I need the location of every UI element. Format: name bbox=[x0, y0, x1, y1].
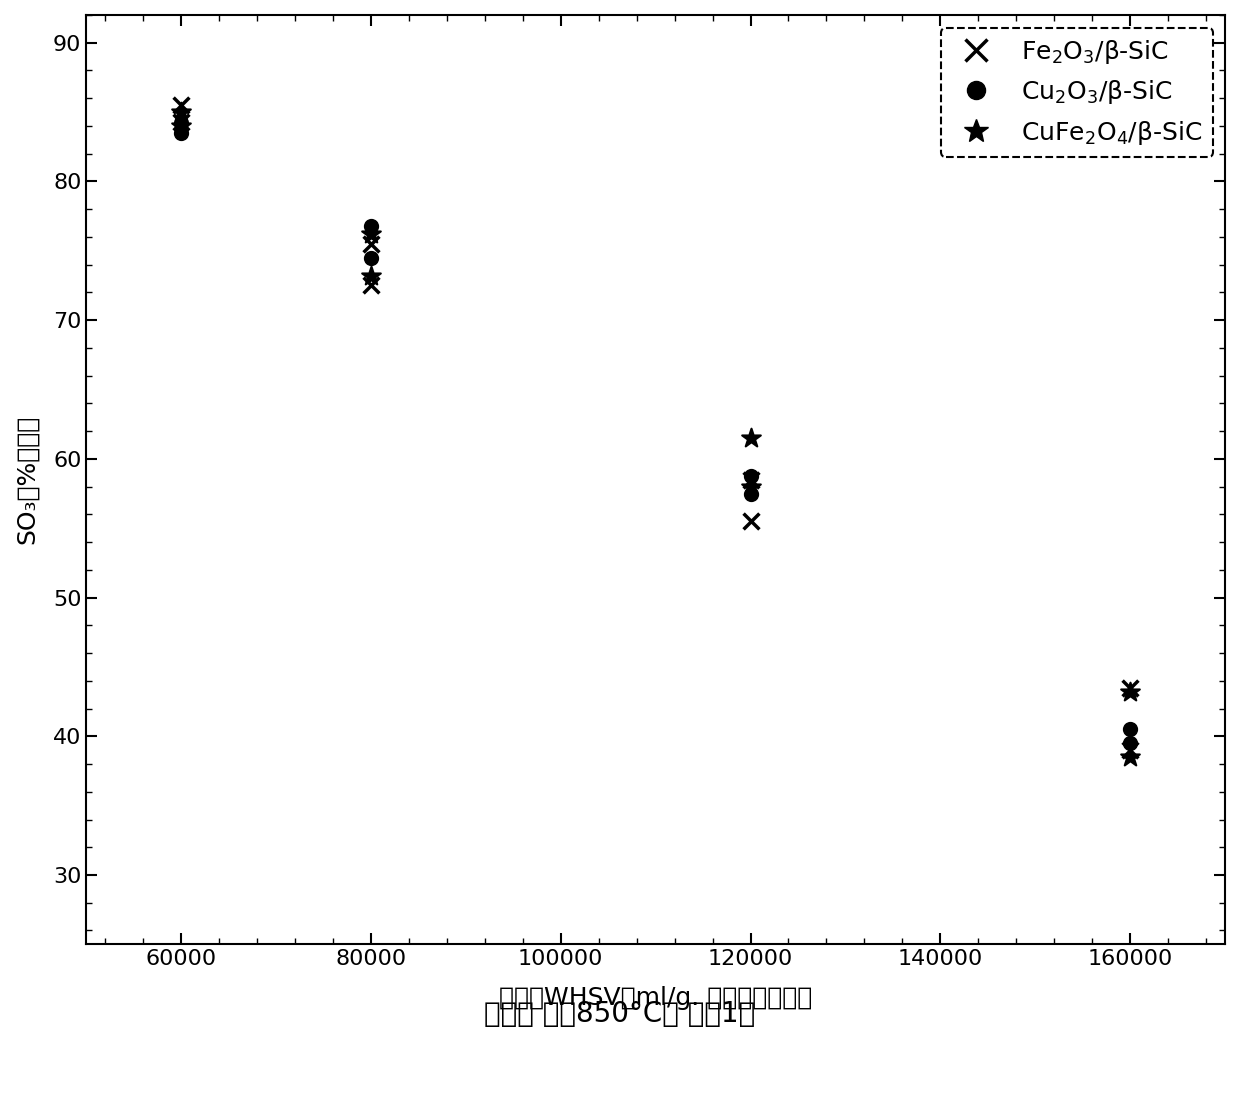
Point bbox=[740, 471, 760, 489]
Point bbox=[361, 276, 381, 294]
Point bbox=[171, 104, 191, 121]
Point bbox=[171, 113, 191, 130]
Point bbox=[171, 117, 191, 135]
Point bbox=[1120, 683, 1140, 701]
Point bbox=[361, 235, 381, 253]
Legend: Fe$_2$O$_3$/β-SiC, Cu$_2$O$_3$/β-SiC, CuFe$_2$O$_4$/β-SiC: Fe$_2$O$_3$/β-SiC, Cu$_2$O$_3$/β-SiC, Cu… bbox=[941, 28, 1213, 156]
X-axis label: 进料的WHSV（ml/g. 化化剂－小时）: 进料的WHSV（ml/g. 化化剂－小时） bbox=[498, 986, 812, 1010]
Point bbox=[1120, 749, 1140, 766]
Point bbox=[740, 467, 760, 485]
Point bbox=[1120, 741, 1140, 759]
Point bbox=[1120, 721, 1140, 739]
Point bbox=[740, 485, 760, 502]
Point bbox=[361, 248, 381, 266]
Point bbox=[1120, 678, 1140, 696]
Text: 条件： 温度850°C； 压力1巴: 条件： 温度850°C； 压力1巴 bbox=[485, 1000, 755, 1028]
Point bbox=[361, 217, 381, 235]
Point bbox=[171, 96, 191, 114]
Point bbox=[361, 267, 381, 285]
Y-axis label: SO₃的%转化率: SO₃的%转化率 bbox=[15, 416, 38, 545]
Point bbox=[171, 115, 191, 133]
Point bbox=[1120, 734, 1140, 752]
Point bbox=[361, 225, 381, 243]
Point bbox=[740, 429, 760, 447]
Point bbox=[740, 478, 760, 496]
Point bbox=[740, 512, 760, 530]
Point bbox=[171, 124, 191, 141]
